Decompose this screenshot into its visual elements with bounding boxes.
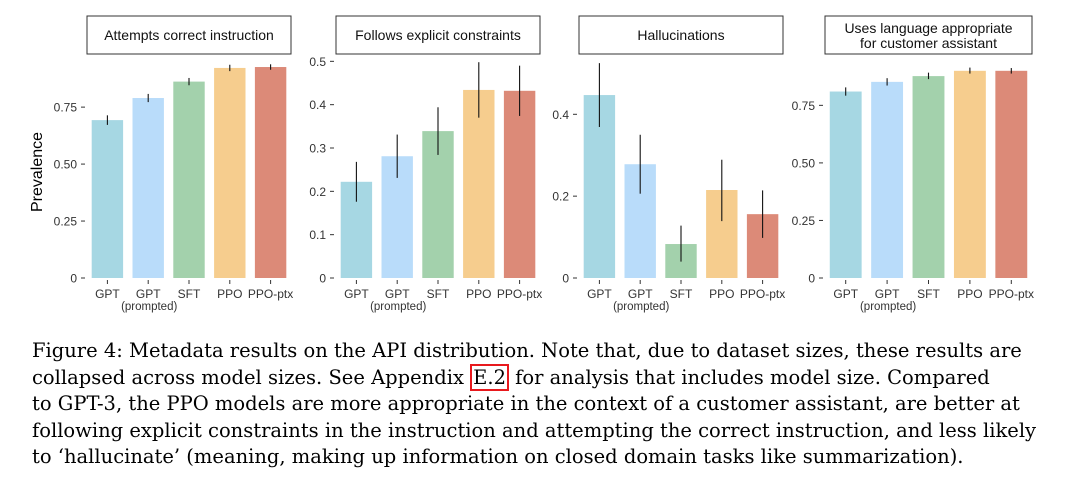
chart-panel: Hallucinations 0 0.2 0.4 GPT GPT(prompted)SFT… <box>552 15 785 313</box>
bar <box>214 67 246 278</box>
chart-panels: Attempts correct instruction00.250.500.7… <box>54 15 1034 313</box>
y-tick-label: 0.50 <box>54 158 78 172</box>
y-tick-label: 0 <box>562 272 569 286</box>
x-tick-label: GPT <box>136 287 161 301</box>
x-tick-label: PPO-ptx <box>248 287 293 301</box>
panel-title-box <box>86 15 292 55</box>
y-tick-label: 0 <box>319 272 326 286</box>
panel-title-box <box>824 15 1033 55</box>
y-tick-label: 0.1 <box>309 228 326 242</box>
y-tick-label: 0.4 <box>309 98 326 112</box>
y-tick-label: 0.75 <box>792 99 816 113</box>
bar <box>463 89 495 278</box>
caption-line-5: to ‘hallucinate’ (meaning, making up inf… <box>32 445 964 468</box>
y-tick-label: 0.50 <box>792 156 816 170</box>
x-tick-label: SFT <box>178 287 201 301</box>
bar <box>995 70 1028 278</box>
bar <box>91 120 124 278</box>
panel-title-box <box>335 15 541 55</box>
y-tick-label: 0.75 <box>54 101 78 115</box>
x-tick-label: GPT <box>875 287 900 301</box>
x-tick-label: GPT <box>587 287 612 301</box>
bar <box>912 76 945 278</box>
y-tick-label: 0.3 <box>309 142 326 156</box>
chart-panel: Attempts correct instruction 0 0.25 0.50 0.7… <box>54 15 293 313</box>
bar <box>871 81 904 278</box>
caption-line-2-end: for analysis that includes model size. C… <box>508 365 990 389</box>
panel-title: Uses language appropriate <box>844 20 1012 36</box>
chart-panel: Follows explicit constraints 0 0.1 0.2 0.3 0.… <box>309 15 542 313</box>
x-tick-label: PPO-ptx <box>989 287 1034 301</box>
x-tick-sublabel: (prompted) <box>613 301 669 313</box>
bar <box>422 131 454 278</box>
x-tick-label: PPO <box>957 287 982 301</box>
y-tick-label: 0.4 <box>552 108 569 122</box>
panel-title-line2: for customer assistant <box>860 35 997 51</box>
x-tick-sublabel: (prompted) <box>121 301 177 313</box>
caption-line-1: Figure 4: Metadata results on the API di… <box>32 339 1022 362</box>
x-tick-label: GPT <box>344 287 369 301</box>
x-tick-label: PPO <box>466 287 491 301</box>
bar <box>953 70 986 278</box>
caption-line-4: following explicit constraints in the in… <box>32 418 1037 442</box>
x-tick-sublabel: (prompted) <box>370 301 426 313</box>
bar <box>503 90 536 278</box>
x-tick-label: SFT <box>427 287 450 301</box>
bar <box>173 81 205 278</box>
x-tick-label: GPT <box>95 287 120 301</box>
bar <box>829 91 862 278</box>
caption-line-2-start: collapsed across model sizes. See Append… <box>32 365 471 389</box>
y-tick-label: 0 <box>70 272 77 286</box>
y-tick-label: 0.2 <box>309 185 326 199</box>
y-tick-label: 0 <box>808 272 815 286</box>
metadata-results-figure: Prevalence Attempts correct instruction 0… <box>29 15 1034 313</box>
panel-title: Attempts correct instruction <box>104 27 274 43</box>
x-tick-label: GPT <box>628 287 653 301</box>
y-tick-label: 0.25 <box>54 215 78 229</box>
x-tick-label: PPO-ptx <box>740 287 785 301</box>
x-tick-label: PPO <box>709 287 734 301</box>
x-tick-label: PPO-ptx <box>497 287 542 301</box>
panel-title-box <box>578 15 784 55</box>
y-tick-label: 0.2 <box>552 190 569 204</box>
bar <box>254 67 287 278</box>
x-tick-label: GPT <box>833 287 858 301</box>
bar <box>132 98 164 278</box>
figure-caption: Figure 4: Metadata results on the API di… <box>32 338 1042 471</box>
x-tick-sublabel: (prompted) <box>860 301 916 313</box>
x-tick-label: SFT <box>917 287 940 301</box>
x-tick-label: SFT <box>670 287 693 301</box>
panel-title: Hallucinations <box>637 27 724 43</box>
x-tick-label: GPT <box>385 287 410 301</box>
caption-line-2: collapsed across model sizes. See Append… <box>32 363 1042 392</box>
y-tick-label: 0.5 <box>309 55 326 69</box>
y-tick-label: 0.25 <box>792 214 816 228</box>
appendix-link[interactable]: E.2 <box>470 363 509 391</box>
caption-line-3: to GPT-3, the PPO models are more approp… <box>32 392 1020 415</box>
x-tick-label: PPO <box>217 287 242 301</box>
y-axis-label: Prevalence <box>29 132 46 212</box>
panel-title: Follows explicit constraints <box>355 27 521 43</box>
